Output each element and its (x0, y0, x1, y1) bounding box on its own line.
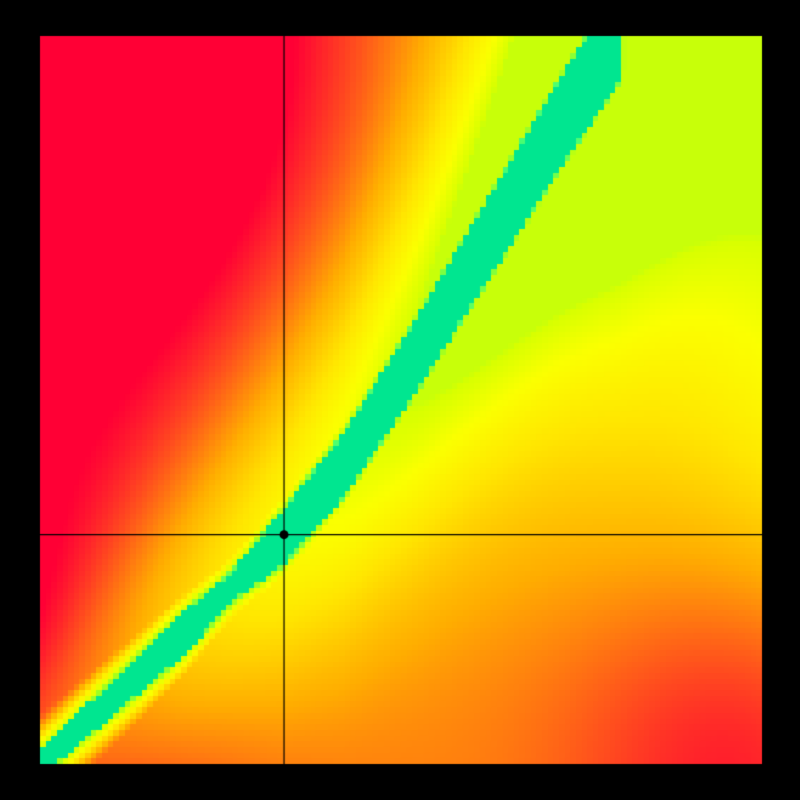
heatmap-canvas (0, 0, 800, 800)
chart-container: TheBottleneck.com (0, 0, 800, 800)
